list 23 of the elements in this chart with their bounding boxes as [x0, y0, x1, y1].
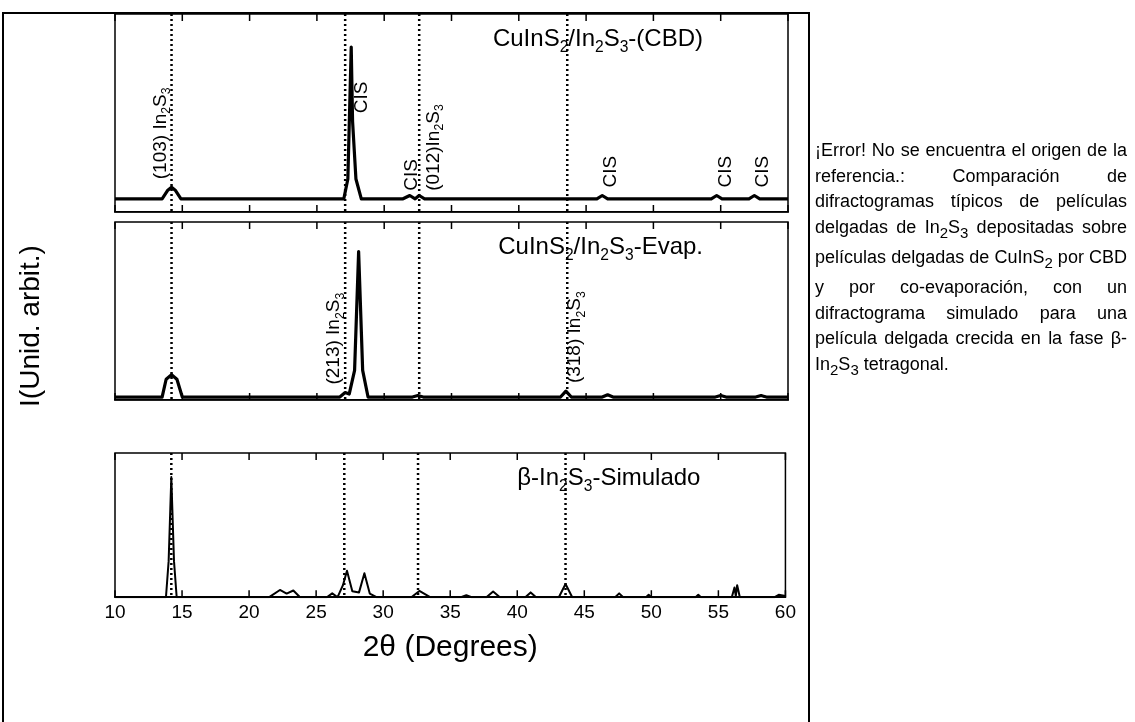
x-tick-label: 20 [238, 600, 260, 622]
annotation: CIS [400, 159, 422, 191]
x-tick-label: 45 [573, 600, 595, 622]
annotation: CIS [713, 155, 735, 188]
annotation: CIS [349, 81, 371, 114]
x-axis-title: 2θ (Degrees) [362, 629, 538, 663]
x-tick-label: 30 [372, 600, 394, 622]
annotation: (012)In2S3 [421, 104, 447, 191]
annotation: (103) In2S3 [148, 87, 174, 180]
annotation: CIS [751, 155, 773, 188]
annotation: (213) In2S3 [322, 292, 347, 385]
x-tick-label: 40 [506, 600, 528, 622]
annotation: (318) In2S3 [562, 291, 588, 384]
x-tick-label: 25 [305, 600, 327, 622]
x-tick-label: 60 [774, 600, 796, 622]
x-tick-label: 15 [171, 600, 193, 622]
x-tick-label: 35 [439, 600, 461, 622]
x-tick-label: 10 [104, 600, 126, 622]
y-axis-title: I(Unid. arbit.) [14, 244, 46, 409]
x-tick-label: 55 [707, 600, 729, 622]
text: ¡Error! No se encuentra el origen de la referencia.: Comparación de difractogramas típicos de películas delgadas de In$_{2}$S$_{3}$ depositadas sobre películas delgadas de CuInS$_{2}$ por CBD y por co-evaporación, con un difractograma simulado para una película delgada crecida en la fase β-In$_{2}$S$_{3}$ tetragonal. [815, 140, 1127, 378]
x-tick-label: 50 [640, 600, 662, 622]
annotation: CIS [599, 155, 621, 188]
